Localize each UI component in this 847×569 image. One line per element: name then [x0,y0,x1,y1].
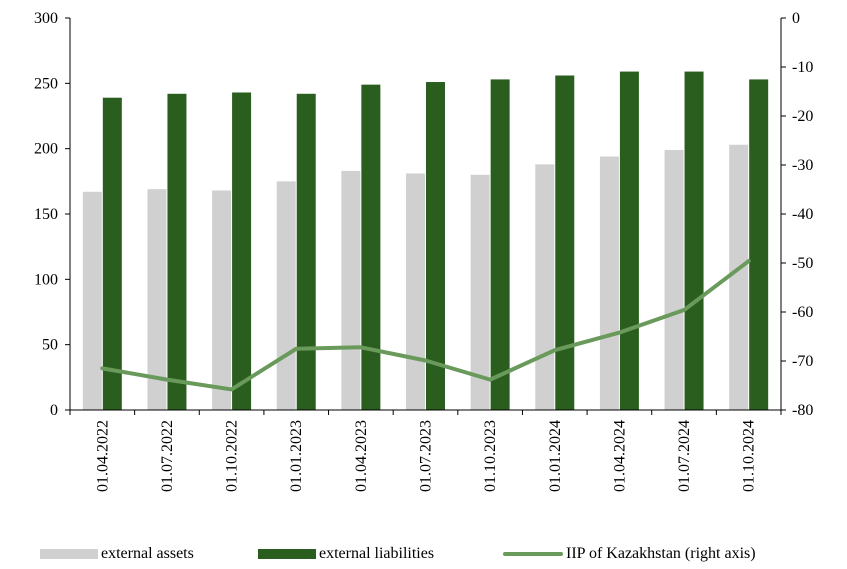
right-tick-label-2: -60 [792,304,813,321]
bar-external-liabilities-7 [555,75,575,410]
legend-label-iip: IIP of Kazakhstan (right axis) [566,545,756,562]
left-tick-label-1: 50 [42,337,58,354]
bar-external-assets-0 [82,191,102,410]
bar-external-assets-1 [147,189,167,410]
x-tick-label-8: 01.04.2024 [611,420,628,492]
right-tick-label-8: 0 [792,10,800,27]
bar-external-assets-6 [470,174,490,410]
left-tick-label-6: 300 [34,10,58,27]
bar-external-assets-2 [212,190,232,410]
bar-external-liabilities-6 [490,79,510,410]
legend-swatch-external-liabilities [258,549,316,559]
x-tick-label-3: 01.01.2023 [288,420,305,492]
bar-external-liabilities-1 [167,93,187,410]
left-tick-label-3: 150 [34,206,58,223]
right-tick-label-3: -50 [792,255,813,272]
left-tick-label-0: 0 [50,402,58,419]
chart-area: 0 50 100 150 200 250 300 -80 -70 -60 -50 -40 -30 -20 -… [34,10,813,492]
x-tick-label-9: 01.07.2024 [676,420,693,492]
line-iip [100,259,751,392]
right-tick-label-0: -80 [792,402,813,419]
legend-label-external-liabilities: external liabilities [319,545,435,562]
bar-external-liabilities-4 [361,84,381,410]
bar-external-assets-9 [664,149,684,410]
legend-item-external-assets: external assets [40,545,194,563]
x-tick-label-1: 01.07.2022 [159,420,176,492]
x-tick-label-0: 01.04.2022 [94,420,111,492]
right-tick-label-1: -70 [792,353,813,370]
legend: external assets external liabilities IIP… [0,545,847,569]
bar-external-liabilities-9 [684,71,704,410]
x-tick-label-7: 01.01.2024 [547,420,564,492]
bar-external-assets-5 [406,173,425,410]
bar-external-liabilities-8 [619,71,639,410]
bar-external-assets-10 [729,144,749,410]
left-tick-label-2: 100 [34,271,58,288]
x-tick-label-6: 01.10.2023 [482,420,499,492]
left-tick-label-5: 250 [34,75,58,92]
x-tick-label-2: 01.10.2022 [224,420,241,492]
right-tick-label-4: -40 [792,206,813,223]
bar-external-liabilities-5 [426,82,445,410]
x-tick-label-10: 01.10.2024 [741,420,758,492]
bar-external-assets-7 [535,164,555,410]
legend-item-iip: IIP of Kazakhstan (right axis) [503,545,756,563]
right-tick-label-7: -10 [792,59,813,76]
x-tick-label-4: 01.04.2023 [353,420,370,492]
legend-swatch-external-assets [40,549,98,559]
bar-external-liabilities-0 [102,97,122,410]
left-tick-label-4: 200 [34,141,58,158]
right-tick-label-5: -30 [792,157,813,174]
legend-swatch-iip [503,552,563,556]
bar-external-liabilities-10 [749,79,769,410]
legend-item-external-liabilities: external liabilities [258,545,434,563]
x-tick-label-5: 01.07.2023 [418,420,435,492]
bar-external-assets-3 [276,181,296,410]
legend-label-external-assets: external assets [101,545,194,562]
bar-external-assets-4 [341,170,361,410]
bar-external-liabilities-3 [296,93,316,410]
bar-external-assets-8 [599,156,619,410]
bar-external-liabilities-2 [232,92,252,410]
right-tick-label-6: -20 [792,108,813,125]
